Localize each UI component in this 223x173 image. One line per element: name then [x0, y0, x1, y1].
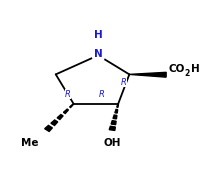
- Text: R: R: [99, 90, 104, 99]
- Polygon shape: [117, 104, 118, 107]
- Polygon shape: [57, 115, 63, 120]
- Polygon shape: [45, 125, 52, 131]
- Text: OH: OH: [104, 138, 121, 148]
- Text: N: N: [94, 49, 103, 60]
- Text: Me: Me: [21, 138, 39, 148]
- Polygon shape: [70, 104, 74, 108]
- Polygon shape: [129, 72, 166, 77]
- Polygon shape: [111, 121, 116, 125]
- Polygon shape: [115, 109, 118, 113]
- Polygon shape: [51, 120, 58, 125]
- Text: H: H: [94, 30, 103, 40]
- Text: R: R: [65, 90, 71, 99]
- Polygon shape: [63, 109, 68, 113]
- Text: 2: 2: [184, 69, 190, 78]
- Text: CO: CO: [168, 64, 185, 74]
- Polygon shape: [113, 115, 117, 119]
- Text: H: H: [191, 64, 199, 74]
- Polygon shape: [109, 126, 115, 130]
- Text: R: R: [121, 78, 127, 87]
